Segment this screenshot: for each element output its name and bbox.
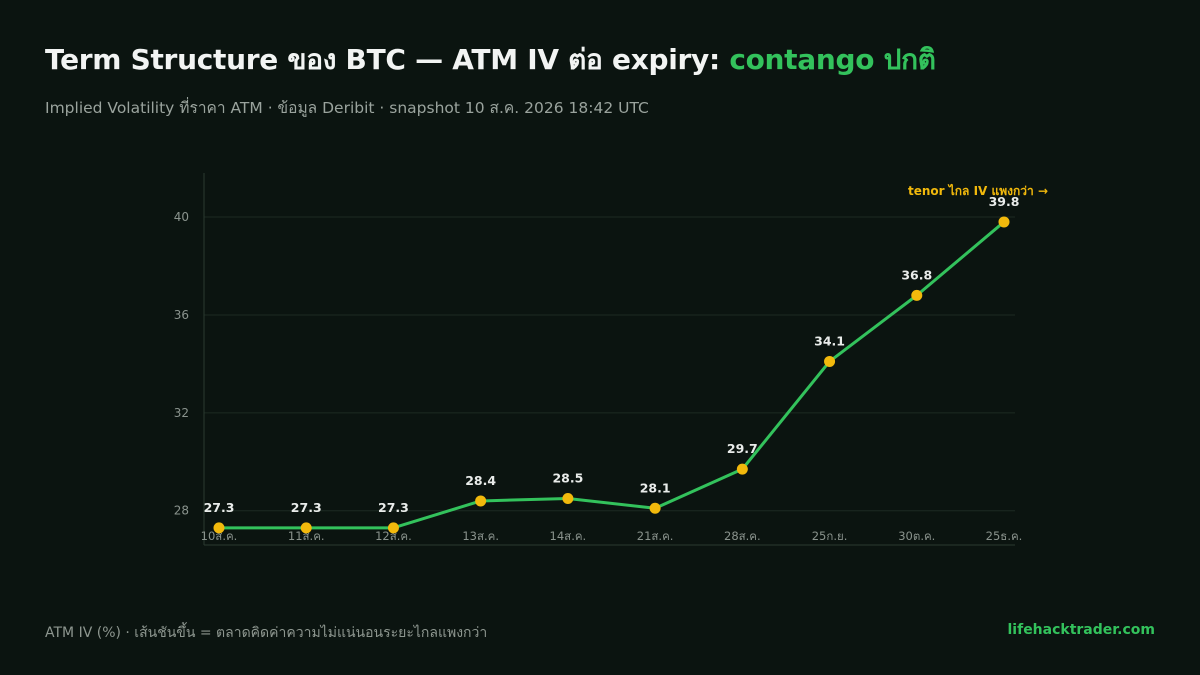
data-point xyxy=(213,522,225,534)
x-tick-label: 10ส.ค. xyxy=(201,529,238,543)
x-tick-label: 14ส.ค. xyxy=(550,529,587,543)
y-tick-label: 36 xyxy=(174,308,189,322)
footer-note: ATM IV (%) · เส้นชันขึ้น = ตลาดคิดค่าควา… xyxy=(45,625,488,641)
brand-link[interactable]: lifehacktrader.com xyxy=(1007,622,1156,638)
data-label: 28.1 xyxy=(640,480,671,495)
series-line xyxy=(217,220,1006,530)
x-tick-label: 30ต.ค. xyxy=(898,529,935,543)
data-label: 27.3 xyxy=(378,500,409,515)
data-label: 36.8 xyxy=(901,267,932,282)
x-tick-label: 21ส.ค. xyxy=(637,529,674,543)
data-labels: 27.3 27.3 27.3 28.4 28.5 28.1 29.7 34.1 36.8 39.8 xyxy=(204,194,1020,515)
x-tick-label: 28ส.ค. xyxy=(724,529,761,543)
data-label: 27.3 xyxy=(291,500,322,515)
data-point xyxy=(998,216,1010,228)
data-point xyxy=(562,493,574,504)
data-point xyxy=(300,522,312,534)
page-subtitle: Implied Volatility ที่ราคา ATM · ข้อมูล … xyxy=(45,99,649,117)
x-ticks: 10ส.ค. 11ส.ค. 12ส.ค. 13ส.ค. 14ส.ค. 21ส.ค. 28ส.… xyxy=(201,529,1023,543)
title-main: Term Structure ของ BTC — ATM IV ต่อ expi… xyxy=(45,43,730,76)
title-accent: contango ปกติ xyxy=(729,43,936,76)
data-label: 27.3 xyxy=(204,500,235,515)
data-point xyxy=(649,502,661,514)
chart-annotation: tenor ไกล IV แพงกว่า → xyxy=(908,183,1048,198)
data-point xyxy=(824,355,836,367)
y-tick-label: 32 xyxy=(174,406,189,420)
x-tick-label: 12ส.ค. xyxy=(375,529,412,543)
data-point xyxy=(911,289,923,301)
grid-lines xyxy=(204,216,1015,512)
data-points xyxy=(213,216,1010,534)
x-tick-label: 13ส.ค. xyxy=(462,529,499,543)
y-tick-label: 28 xyxy=(174,504,189,518)
data-label: 29.7 xyxy=(727,441,758,456)
data-label: 39.8 xyxy=(989,194,1020,209)
data-label: 34.1 xyxy=(814,333,845,348)
data-point xyxy=(736,463,748,475)
x-tick-label: 25ธ.ค. xyxy=(986,529,1023,543)
data-label: 28.5 xyxy=(552,471,583,486)
y-tick-label: 40 xyxy=(174,210,189,224)
y-ticks: 28 32 36 40 xyxy=(174,210,189,518)
data-point xyxy=(475,495,487,507)
data-point xyxy=(387,522,399,534)
x-tick-label: 25ก.ย. xyxy=(812,529,848,543)
data-label: 28.4 xyxy=(465,473,496,488)
x-tick-label: 11ส.ค. xyxy=(288,529,325,543)
page-title: Term Structure ของ BTC — ATM IV ต่อ expi… xyxy=(45,38,936,82)
